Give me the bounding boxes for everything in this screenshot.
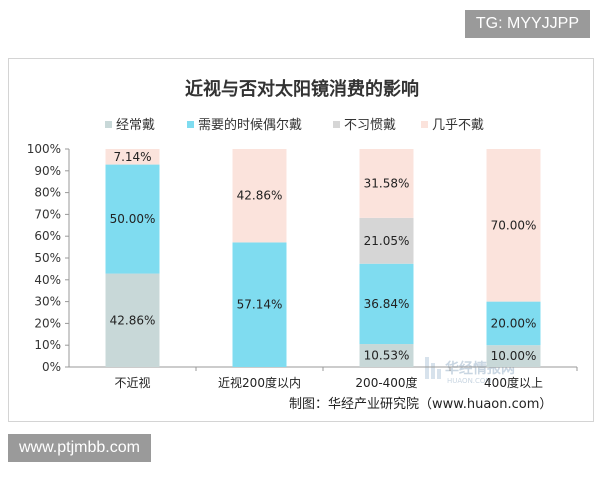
- data-label-200-s1: 57.14%: [237, 298, 283, 312]
- y-tick-label-5: 50%: [34, 251, 61, 265]
- y-tick-label-10: 100%: [27, 142, 61, 156]
- y-tick-label-3: 30%: [34, 295, 61, 309]
- legend-label-1: 需要的时候偶尔戴: [198, 117, 302, 133]
- category-label-3: 400度以上: [484, 375, 543, 390]
- bar-segment-200-400-s3: [359, 149, 414, 218]
- legend-swatch-1: [187, 121, 194, 128]
- legend-swatch-0: [105, 121, 112, 128]
- data-label-200-400-s0: 10.53%: [364, 349, 410, 363]
- watermark-subtext: HUAON.COM: [447, 377, 491, 385]
- y-tick-label-7: 70%: [34, 207, 61, 221]
- watermark-bar-3: [437, 369, 441, 379]
- bar-segment-400-s0: [486, 345, 541, 367]
- bar-segment-200-s3: [232, 149, 287, 243]
- category-label-1: 近视200度以内: [218, 375, 301, 390]
- y-tick-label-4: 40%: [34, 273, 61, 287]
- data-label-item-s3: 7.14%: [113, 150, 151, 164]
- bar-segment-item-s3: [105, 149, 160, 165]
- chart-title: 近视与否对太阳镜消费的影响: [185, 78, 419, 100]
- legend-label-2: 不习惯戴: [344, 117, 396, 133]
- chart-legend: 经常戴 需要的时候偶尔戴 不习惯戴 几乎不戴: [105, 117, 484, 133]
- bar-segment-200-s1: [232, 242, 287, 367]
- bar-segment-200-400-s1: [359, 263, 414, 345]
- y-tick-label-8: 80%: [34, 186, 61, 200]
- legend-label-3: 几乎不戴: [432, 118, 484, 133]
- bar-segment-400-s1: [486, 301, 541, 346]
- category-label-0: 不近视: [114, 375, 150, 390]
- y-tick-label-1: 10%: [34, 338, 61, 352]
- data-label-400-s0: 10.00%: [491, 349, 537, 363]
- top-badge: TG: MYYJJPP: [464, 10, 590, 38]
- bar-segment-200-400-s0: [359, 344, 414, 367]
- y-tick-label-2: 20%: [34, 316, 61, 330]
- legend-swatch-3: [421, 121, 428, 128]
- data-label-400-s3: 70.00%: [491, 218, 537, 232]
- y-tick-label-6: 60%: [34, 229, 61, 243]
- stacked-bar-chart: 近视与否对太阳镜消费的影响 经常戴 需要的时候偶尔戴 不习惯戴 几乎不戴 华经情报网 …: [27, 78, 578, 412]
- data-label-item-s1: 50.00%: [110, 212, 156, 226]
- data-label-400-s1: 20.00%: [491, 316, 537, 330]
- source-note: 制图：华经产业研究院（www.huaon.com）: [289, 397, 552, 412]
- bar-segment-400-s3: [486, 149, 541, 302]
- data-label-200-s3: 42.86%: [237, 189, 283, 203]
- data-label-200-400-s3: 31.58%: [364, 176, 410, 190]
- legend-label-0: 经常戴: [116, 118, 155, 133]
- data-label-200-400-s2: 21.05%: [364, 234, 410, 248]
- chart-frame: 近视与否对太阳镜消费的影响 经常戴 需要的时候偶尔戴 不习惯戴 几乎不戴 华经情报网 …: [8, 58, 594, 422]
- legend-swatch-2: [333, 121, 340, 128]
- data-label-item-s0: 42.86%: [110, 313, 156, 327]
- category-label-2: 200-400度: [355, 375, 417, 390]
- watermark-bar-1: [425, 357, 429, 379]
- bar-segment-200-400-s2: [359, 217, 414, 264]
- data-label-200-400-s1: 36.84%: [364, 297, 410, 311]
- bar-segment-item-s0: [105, 273, 160, 367]
- plot-area: 0% 10% 20% 30% 40% 50% 60% 70% 80% 90% 100% 42.86% 5…: [27, 142, 578, 390]
- bottom-badge: www.ptjmbb.com: [8, 434, 151, 462]
- y-tick-label-9: 90%: [34, 164, 61, 178]
- bar-segment-item-s1: [105, 164, 160, 274]
- watermark-bar-2: [431, 363, 435, 379]
- y-tick-label-0: 0%: [42, 360, 61, 374]
